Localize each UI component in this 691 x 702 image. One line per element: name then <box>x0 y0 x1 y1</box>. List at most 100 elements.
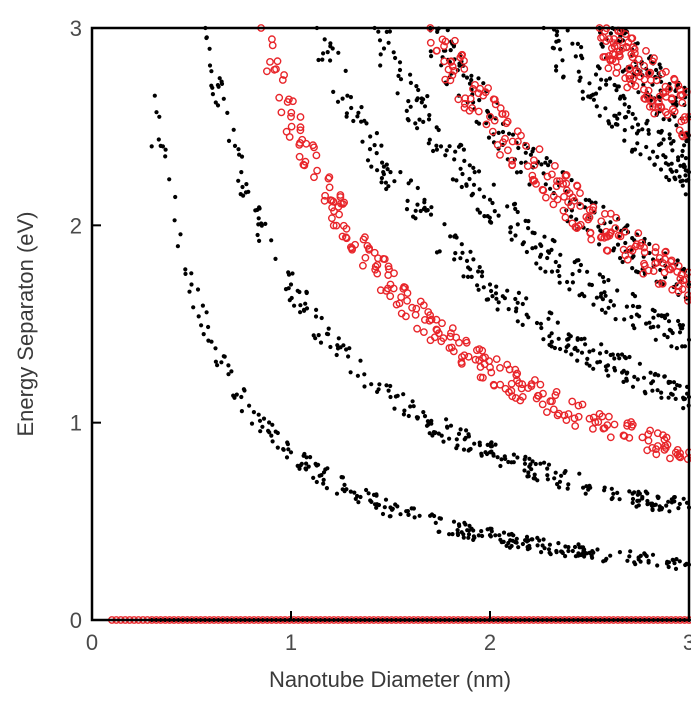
data-point-series-1-band-1-105 <box>461 105 467 111</box>
data-point-series-0-band-1-125 <box>408 404 412 408</box>
data-point-series-0-band-3-60 <box>577 293 581 297</box>
data-point-series-0-band-0-228 <box>632 560 636 564</box>
data-point-series-0-band-3-26 <box>427 141 431 145</box>
data-point-series-0-band-3-191 <box>406 99 410 103</box>
data-point-series-0-band-2-104 <box>407 181 411 185</box>
data-point-series-0-band-2-195 <box>580 351 584 355</box>
data-point-series-0-band-3-160 <box>573 260 577 264</box>
data-point-series-0-band-0-171 <box>647 559 651 563</box>
data-point-series-0-band-0-242 <box>462 536 466 540</box>
data-point-series-1-band-1-26 <box>620 247 626 253</box>
data-point-series-0-band-5-82 <box>655 155 659 159</box>
data-point-series-0-band-2-68 <box>546 317 550 321</box>
data-point-series-0-band-0-276 <box>549 552 553 556</box>
data-point-series-0-band-0-213 <box>319 473 323 477</box>
data-point-series-1-band-1-51 <box>476 108 482 114</box>
data-point-series-0-band-3-185 <box>604 294 608 298</box>
data-point-series-0-band-0-161 <box>537 538 541 542</box>
data-point-series-0-band-1-136 <box>387 389 391 393</box>
data-point-series-0-band-1-76 <box>257 216 261 220</box>
data-point-series-1-band-0-233 <box>310 142 316 148</box>
data-point-series-0-band-3-179 <box>543 270 547 274</box>
data-point-series-0-band-0-178 <box>500 540 504 544</box>
data-point-series-0-band-2-83 <box>624 377 628 381</box>
data-point-series-0-band-4-161 <box>546 163 550 167</box>
x-tick-label-2: 2 <box>484 630 496 655</box>
data-point-series-0-band-0-30 <box>285 455 289 459</box>
data-point-series-0-band-3-113 <box>388 29 392 33</box>
data-point-series-0-band-3-51 <box>393 56 397 60</box>
data-point-series-0-band-1-235 <box>259 221 263 225</box>
data-point-series-0-band-1-67 <box>627 489 631 493</box>
data-point-series-0-band-0-133 <box>407 513 411 517</box>
data-point-series-0-band-6-90 <box>621 69 625 73</box>
data-point-series-0-band-1-248 <box>236 179 240 183</box>
data-point-series-0-band-5-1 <box>554 68 558 72</box>
data-point-series-0-band-0-268 <box>229 369 233 373</box>
data-point-series-1-band-0-217 <box>660 432 666 438</box>
data-point-series-1-band-2-68 <box>650 103 656 109</box>
data-point-series-1-band-0-167 <box>326 174 332 180</box>
data-point-series-0-band-1-195 <box>257 239 261 243</box>
data-point-series-0-band-1-v5 <box>587 484 591 488</box>
data-point-series-0-band-5-131 <box>598 114 602 118</box>
data-point-series-0-band-2-129 <box>548 310 552 314</box>
data-point-series-0-band-1-224 <box>603 486 607 490</box>
data-point-series-0-band-4-137 <box>597 242 601 246</box>
data-point-series-0-band-0-104 <box>480 534 484 538</box>
data-point-series-0-band-0-101 <box>383 505 387 509</box>
data-point-series-0-band-2-134 <box>345 111 349 115</box>
data-point-series-0-band-2-126 <box>465 259 469 263</box>
data-point-series-0-band-0-100 <box>460 530 464 534</box>
data-point-series-1-band-1-67 <box>635 230 641 236</box>
data-point-series-0-band-5-100 <box>599 78 603 82</box>
data-point-series-1-band-0-228 <box>414 326 420 332</box>
data-point-series-0-band-0-271 <box>456 528 460 532</box>
data-point-series-0-band-3-181 <box>521 242 525 246</box>
data-point-series-0-band-0-158 <box>205 310 209 314</box>
data-point-series-0-band-3-180 <box>599 295 603 299</box>
data-point-series-1-band-0-137 <box>602 425 608 431</box>
data-point-series-0-band-2-80 <box>373 143 377 147</box>
data-point-series-0-band-0-110 <box>242 387 246 391</box>
data-point-series-0-band-0-206 <box>413 515 417 519</box>
data-point-series-0-band-2-116 <box>678 384 682 388</box>
data-point-series-0-band-2-119 <box>359 120 363 124</box>
data-point-series-0-band-3-128 <box>396 74 400 78</box>
data-point-series-1-band-0-101 <box>497 365 503 371</box>
data-point-series-0-band-3-184 <box>405 109 409 113</box>
data-point-series-0-band-3-131 <box>379 52 383 56</box>
data-point-series-0-band-0-217 <box>358 495 362 499</box>
data-point-series-0-band-0-v2 <box>239 395 243 399</box>
data-point-series-0-band-2-174 <box>321 51 325 55</box>
data-point-series-0-band-3-170 <box>378 38 382 42</box>
data-point-series-0-band-2-120 <box>375 151 379 155</box>
data-point-series-0-band-5-20 <box>594 72 598 76</box>
data-point-series-0-band-5-80 <box>646 128 650 132</box>
data-point-series-1-band-2-26 <box>629 35 635 41</box>
data-point-series-0-band-2-86 <box>369 165 373 169</box>
data-point-series-0-band-2-203 <box>415 203 419 207</box>
data-point-series-0-band-2-105 <box>426 208 430 212</box>
data-point-series-0-band-3-144 <box>554 260 558 264</box>
data-point-series-0-band-3-130 <box>557 264 561 268</box>
data-point-series-0-band-2-146 <box>585 357 589 361</box>
data-point-series-0-band-0-93 <box>541 543 545 547</box>
data-point-series-0-band-2-161 <box>604 364 608 368</box>
data-point-series-0-band-2-14 <box>673 387 677 391</box>
x-axis-label: Nanotube Diameter (nm) <box>269 667 511 692</box>
data-point-series-1-band-1-137 <box>663 248 669 254</box>
data-point-series-0-band-1-230 <box>313 336 317 340</box>
data-point-series-0-band-6-7 <box>674 123 678 127</box>
data-point-series-0-band-5-130 <box>557 39 561 43</box>
data-point-series-0-band-1-101 <box>449 424 453 428</box>
data-point-series-0-band-2-107 <box>599 342 603 346</box>
data-point-series-0-band-2-177 <box>582 337 586 341</box>
data-point-series-0-band-3-124 <box>547 251 551 255</box>
data-point-series-0-band-3-27 <box>413 121 417 125</box>
data-point-series-0-band-2-69 <box>497 300 501 304</box>
data-point-series-0-band-1-26 <box>542 461 546 465</box>
data-point-series-1-band-0-148 <box>296 154 302 160</box>
data-point-series-0-band-3-152 <box>533 231 537 235</box>
data-point-series-0-band-4-127 <box>601 205 605 209</box>
